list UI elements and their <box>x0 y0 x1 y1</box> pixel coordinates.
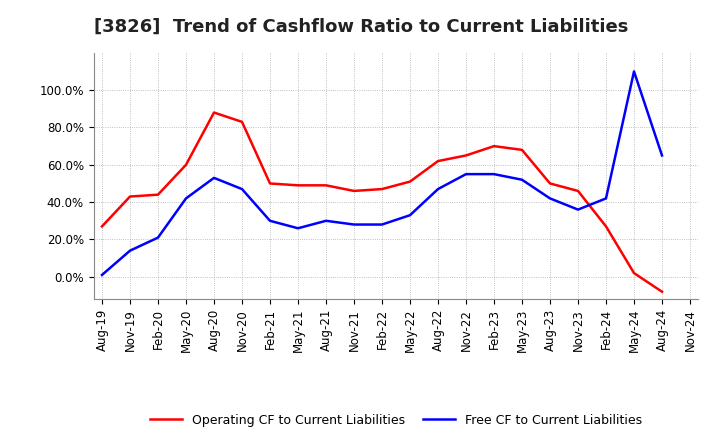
Free CF to Current Liabilities <box>238 187 246 192</box>
Free CF to Current Liabilities <box>322 218 330 224</box>
Operating CF to Current Liabilities <box>294 183 302 188</box>
Free CF to Current Liabilities <box>294 226 302 231</box>
Free CF to Current Liabilities <box>518 177 526 182</box>
Free CF to Current Liabilities <box>405 213 414 218</box>
Free CF to Current Liabilities <box>490 172 498 177</box>
Operating CF to Current Liabilities <box>322 183 330 188</box>
Free CF to Current Liabilities <box>657 153 666 158</box>
Free CF to Current Liabilities <box>181 196 190 201</box>
Operating CF to Current Liabilities <box>350 188 359 194</box>
Operating CF to Current Liabilities <box>657 289 666 294</box>
Operating CF to Current Liabilities <box>153 192 162 197</box>
Free CF to Current Liabilities <box>350 222 359 227</box>
Operating CF to Current Liabilities <box>126 194 135 199</box>
Free CF to Current Liabilities <box>602 196 611 201</box>
Operating CF to Current Liabilities <box>546 181 554 186</box>
Legend: Operating CF to Current Liabilities, Free CF to Current Liabilities: Operating CF to Current Liabilities, Fre… <box>145 409 647 432</box>
Operating CF to Current Liabilities <box>518 147 526 153</box>
Operating CF to Current Liabilities <box>630 271 639 276</box>
Operating CF to Current Liabilities <box>210 110 218 115</box>
Free CF to Current Liabilities <box>433 187 442 192</box>
Operating CF to Current Liabilities <box>181 162 190 168</box>
Free CF to Current Liabilities <box>153 235 162 240</box>
Free CF to Current Liabilities <box>462 172 470 177</box>
Free CF to Current Liabilities <box>266 218 274 224</box>
Free CF to Current Liabilities <box>630 69 639 74</box>
Free CF to Current Liabilities <box>98 272 107 278</box>
Operating CF to Current Liabilities <box>433 158 442 164</box>
Operating CF to Current Liabilities <box>98 224 107 229</box>
Line: Free CF to Current Liabilities: Free CF to Current Liabilities <box>102 71 662 275</box>
Operating CF to Current Liabilities <box>602 224 611 229</box>
Free CF to Current Liabilities <box>546 196 554 201</box>
Operating CF to Current Liabilities <box>266 181 274 186</box>
Text: [3826]  Trend of Cashflow Ratio to Current Liabilities: [3826] Trend of Cashflow Ratio to Curren… <box>94 18 628 36</box>
Operating CF to Current Liabilities <box>574 188 582 194</box>
Operating CF to Current Liabilities <box>238 119 246 125</box>
Operating CF to Current Liabilities <box>405 179 414 184</box>
Free CF to Current Liabilities <box>126 248 135 253</box>
Free CF to Current Liabilities <box>210 175 218 180</box>
Operating CF to Current Liabilities <box>378 187 387 192</box>
Free CF to Current Liabilities <box>574 207 582 212</box>
Free CF to Current Liabilities <box>378 222 387 227</box>
Operating CF to Current Liabilities <box>462 153 470 158</box>
Line: Operating CF to Current Liabilities: Operating CF to Current Liabilities <box>102 113 662 292</box>
Operating CF to Current Liabilities <box>490 143 498 149</box>
